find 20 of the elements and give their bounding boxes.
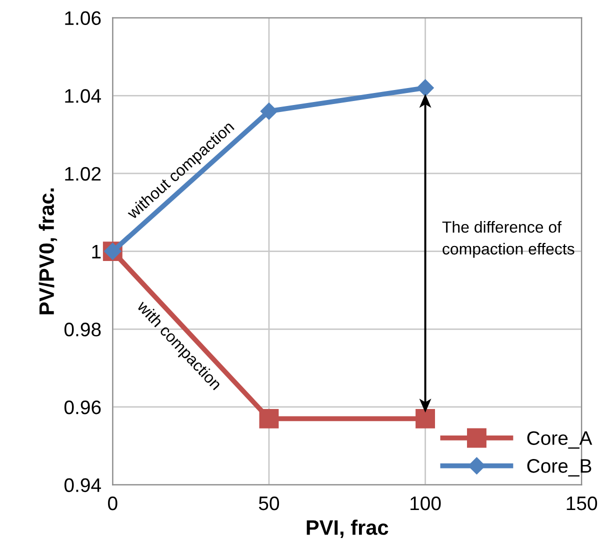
y-tick-label: 1.06: [65, 11, 101, 26]
y-axis-title: PV/PV0, frac.: [38, 188, 58, 314]
legend-label: Core_B: [527, 459, 592, 477]
y-tick-label: 1.02: [65, 166, 101, 181]
x-tick-label: 150: [566, 496, 598, 510]
point: [416, 408, 436, 428]
annotation: The difference of compaction effects: [442, 221, 574, 258]
y-tick-label: 0.98: [64, 322, 101, 336]
y-tick-label: 1.04: [65, 89, 101, 103]
x-tick-label: 100: [410, 496, 441, 510]
point: [260, 102, 278, 120]
x-tick-label: 0: [108, 496, 118, 510]
legend-label: Core_A: [527, 431, 592, 449]
x-tick-label: 50: [258, 496, 280, 510]
point: [259, 408, 279, 428]
point: [416, 79, 434, 96]
y-tick-label: 0.96: [64, 400, 101, 414]
y-tick-label: 0.94: [64, 478, 101, 492]
y-tick-label: 1: [92, 244, 101, 258]
x-axis-title: PVI, frac: [306, 520, 388, 538]
